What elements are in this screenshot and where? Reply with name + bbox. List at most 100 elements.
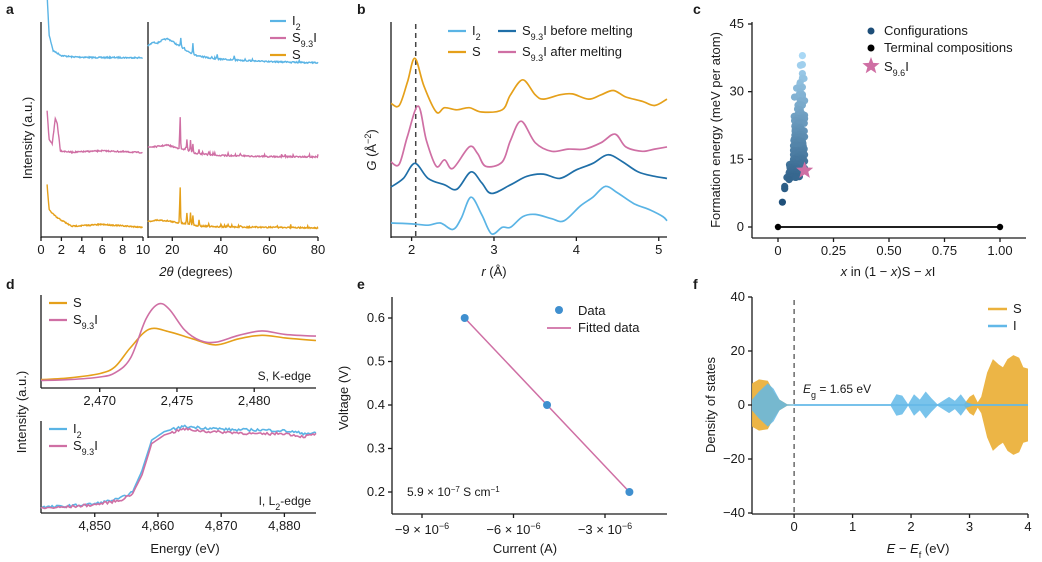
- panel-e-data-point: [460, 314, 469, 322]
- panel-d-xlabel: Energy (eV): [150, 541, 219, 556]
- panel-a-xtick-label: 6: [99, 242, 106, 257]
- panel-d-xtick-label: 2,480: [238, 393, 271, 408]
- panel-d-k-edge-annotation: S, K-edge: [258, 369, 312, 383]
- panel-e-xtick-label: −9 × 10−6: [395, 521, 449, 537]
- panel-c-xtick-label: 1.00: [987, 243, 1012, 258]
- panel-f-bandgap-annotation: Eg = 1.65 eV: [803, 382, 871, 400]
- panel-a-legend-label: I2: [292, 13, 301, 32]
- panel-a-legend-label: S9.3I: [292, 30, 317, 49]
- panel-d-k-edge-series-S: [40, 327, 317, 381]
- panel-b-series-I2: [390, 185, 668, 235]
- panel-c-terminal-point: [774, 223, 782, 231]
- panel-f-ylabel: Density of states: [703, 356, 718, 453]
- panel-a-xtick-label: 10: [136, 242, 150, 257]
- panel-d-xtick-label: 4,860: [142, 518, 175, 533]
- panel-f-ytick-label: 0: [738, 397, 745, 412]
- panel-b-xtick-label: 4: [573, 242, 580, 257]
- panel-a-xtick-label: 4: [78, 242, 85, 257]
- panel-e-conductivity-annotation: 5.9 × 10−7 S cm−1: [407, 485, 500, 500]
- panel-d-xtick-label: 4,850: [78, 518, 111, 533]
- panel-d-xtick-label: 4,870: [205, 518, 238, 533]
- panel-f-xtick-label: 3: [966, 519, 973, 534]
- panel-f-xtick-label: 1: [849, 519, 856, 534]
- panel-c-configuration-point: [778, 198, 787, 206]
- panel-a-series-I2-wide-angle: [147, 37, 319, 65]
- panel-c-configuration-point: [785, 176, 793, 184]
- panel-b-xtick-label: 2: [408, 242, 415, 257]
- panel-a-series-S9.3I-wide-angle: [147, 117, 319, 159]
- panel-c-terminal-point: [996, 223, 1004, 231]
- panel-b-legend-label: S9.3I before melting: [522, 23, 633, 42]
- panel-f-ytick-label: −40: [723, 505, 745, 520]
- panel-c-xtick-label: 0.25: [821, 243, 846, 258]
- panel-e-ytick-label: 0.6: [367, 310, 385, 325]
- panel-f-ytick-label: −20: [723, 451, 745, 466]
- panel-b-series-S9-3I-after-melting: [390, 105, 668, 170]
- panel-c-configuration-point: [781, 185, 789, 193]
- panel-f-ytick-label: 40: [731, 289, 745, 304]
- panel-c-xtick-label: 0.75: [932, 243, 957, 258]
- panel-e-xtick-label: −3 × 10−6: [578, 521, 632, 537]
- panel-a-xlabel: 2θ (degrees): [158, 264, 233, 279]
- panel-a-ylabel: Intensity (a.u.): [20, 97, 35, 179]
- panel-e-xlabel: Current (A): [493, 541, 557, 556]
- panel-label-f: f: [693, 276, 698, 292]
- panel-c-legend-label: Terminal compositions: [884, 40, 1013, 55]
- panel-b-series-S9-3I-before-melting: [390, 153, 668, 195]
- panel-label-d: d: [6, 276, 15, 292]
- panel-e-ytick-label: 0.4: [367, 397, 385, 412]
- panel-d-legend-label: I2: [73, 421, 82, 440]
- panel-e-xtick-label: −6 × 10−6: [486, 521, 540, 537]
- panel-label-b: b: [357, 1, 366, 17]
- panel-b-xlabel: r (Å): [481, 264, 506, 279]
- panel-c-ytick-label: 15: [730, 151, 744, 166]
- panel-d-legend-label: S: [73, 295, 82, 310]
- panel-c-highlight-star: [796, 161, 814, 178]
- panel-c-ytick-label: 30: [730, 84, 744, 99]
- panel-f-xtick-label: 4: [1024, 519, 1031, 534]
- panel-a-series-S9.3I-low-angle: [46, 110, 143, 155]
- panel-b-xtick-label: 5: [655, 242, 662, 257]
- panel-c-ytick-label: 0: [737, 219, 744, 234]
- panel-d-legend-label: S9.3I: [73, 438, 98, 457]
- panel-e-legend-fit-label: Fitted data: [578, 320, 640, 335]
- panel-c-xtick-label: 0.50: [876, 243, 901, 258]
- panel-f-legend-s-label: S: [1013, 301, 1022, 316]
- panel-f-legend-i-label: I: [1013, 318, 1017, 333]
- panel-a-legend-label: S: [292, 47, 301, 62]
- panel-c-legend-star-marker: [862, 57, 880, 74]
- panel-label-a: a: [6, 1, 14, 17]
- panel-a-xtick-label: 2: [58, 242, 65, 257]
- panel-c-legend-label: Configurations: [884, 23, 968, 38]
- panel-d-ylabel: Intensity (a.u.): [14, 371, 29, 453]
- panel-c-ylabel: Formation energy (meV per atom): [708, 32, 723, 228]
- panel-f-xtick-label: 2: [907, 519, 914, 534]
- panel-a-xtick-label: 20: [165, 242, 179, 257]
- panel-a-series-S-wide-angle: [147, 187, 319, 230]
- panel-d-xtick-label: 2,470: [83, 393, 116, 408]
- panel-d-k-edge-series-S9.3I: [40, 302, 317, 382]
- panel-c-legend-label: S9.6I: [884, 59, 909, 78]
- panel-e-data-point: [625, 488, 634, 496]
- panel-c-legend-configurations-marker: [867, 27, 875, 35]
- panel-c-configuration-point: [796, 61, 805, 69]
- panel-e-legend-data-label: Data: [578, 303, 606, 318]
- panel-e-data-point: [543, 401, 552, 409]
- panel-c-legend-terminal-marker: [867, 44, 875, 52]
- panel-d-xtick-label: 2,475: [161, 393, 194, 408]
- panel-a-series-S-low-angle: [46, 184, 144, 229]
- panel-f-ytick-label: 20: [731, 343, 745, 358]
- panel-d-l2-edge-series-I2: [40, 424, 317, 510]
- panel-a-series-I2-low-angle: [46, 0, 143, 60]
- panel-a-xtick-label: 40: [214, 242, 228, 257]
- panel-f-xlabel: E − Ef (eV): [887, 541, 950, 560]
- panel-c-ytick-label: 45: [730, 16, 744, 31]
- panel-label-e: e: [357, 276, 365, 292]
- panel-label-c: c: [693, 1, 701, 17]
- panel-d-legend-label: S9.3I: [73, 312, 98, 331]
- panel-c-xlabel: x in (1 − x)S − xI: [840, 264, 936, 279]
- panel-b-xtick-label: 3: [490, 242, 497, 257]
- panel-b-series-S: [390, 57, 668, 114]
